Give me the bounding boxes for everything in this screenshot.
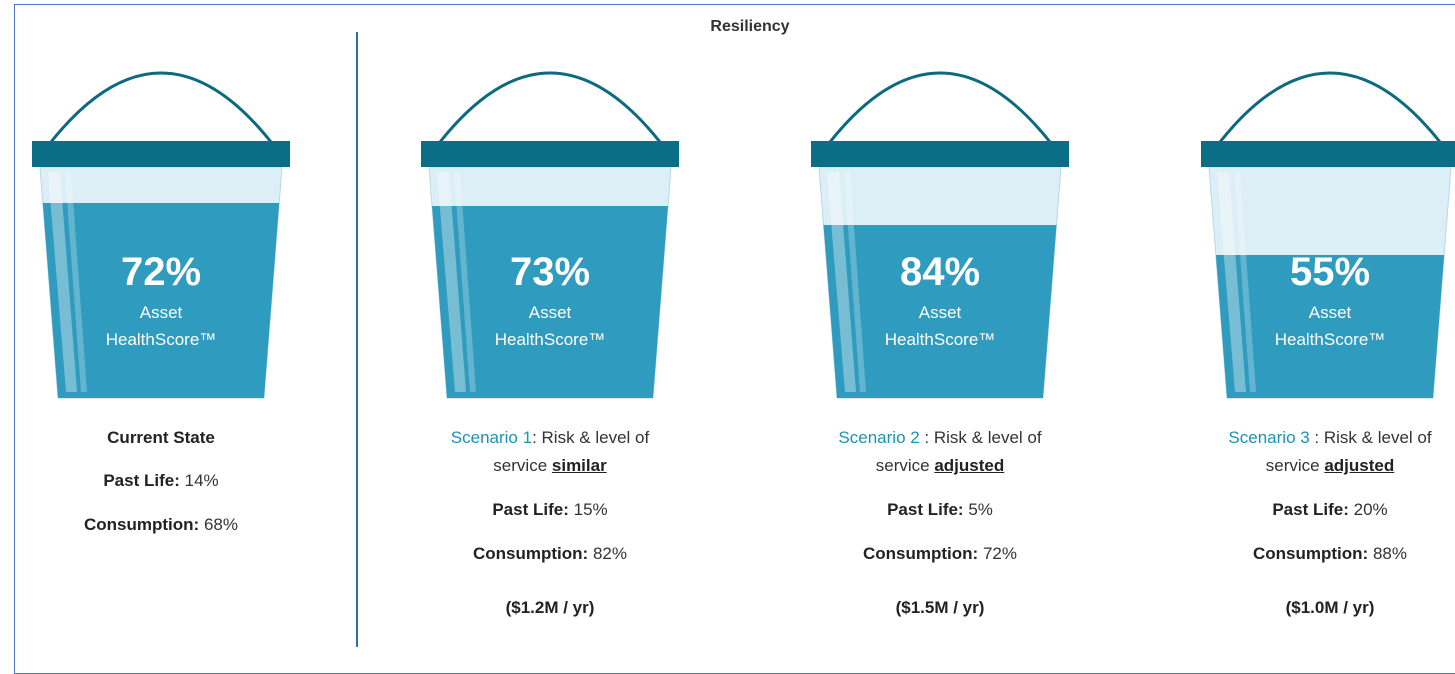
scenario-line: Scenario 2 : Risk & level of bbox=[730, 428, 1150, 448]
score-label: HealthScore™ bbox=[1275, 330, 1386, 349]
bucket-handle bbox=[1218, 71, 1442, 143]
bucket-shine bbox=[437, 172, 466, 392]
scenario-description: service bbox=[875, 456, 930, 475]
past-life-value: 15% bbox=[573, 500, 608, 519]
score: 73% bbox=[510, 250, 590, 294]
scenario-description: service bbox=[1265, 456, 1320, 475]
bucket-handle bbox=[438, 71, 662, 143]
cost: ($1.0M / yr) bbox=[1120, 598, 1455, 618]
bucket-rim bbox=[421, 141, 679, 167]
heading: Current State bbox=[0, 428, 371, 448]
consumption-label: Consumption: bbox=[473, 544, 589, 563]
score-label: HealthScore™ bbox=[495, 330, 606, 349]
score-label: Asset bbox=[1309, 303, 1352, 322]
title: Resiliency bbox=[710, 18, 790, 35]
scenario-name: Scenario 3 bbox=[1228, 428, 1310, 447]
score-label: HealthScore™ bbox=[106, 330, 217, 349]
score: 84% bbox=[900, 250, 980, 294]
scenario-line: Scenario 1: Risk & level of bbox=[340, 428, 760, 448]
score: 55% bbox=[1290, 250, 1370, 294]
scenario-description: : Risk & level of bbox=[919, 428, 1042, 447]
consumption-label: Consumption: bbox=[863, 544, 979, 563]
bucket-shine bbox=[48, 172, 77, 392]
scenario-line: service similar bbox=[340, 456, 760, 476]
consumption: Consumption: 88% bbox=[1120, 544, 1455, 564]
bucket-rim bbox=[1201, 141, 1455, 167]
bucket-rim bbox=[32, 141, 290, 167]
cost-value: ($1.2M / yr) bbox=[505, 598, 595, 617]
page: Resiliency 72% Asset HealthScore™ 73% Asset H… bbox=[0, 4, 1455, 674]
past-life-label: Past Life: bbox=[492, 500, 569, 519]
cost: ($1.5M / yr) bbox=[730, 598, 1150, 618]
past-life-value: 5% bbox=[968, 500, 993, 519]
consumption-label: Consumption: bbox=[1253, 544, 1369, 563]
consumption-value: 68% bbox=[203, 515, 238, 534]
consumption: Consumption: 72% bbox=[730, 544, 1150, 564]
scenario-description: : Risk & level of bbox=[532, 428, 650, 447]
bucket-water bbox=[40, 203, 282, 398]
past-life-label: Past Life: bbox=[887, 500, 964, 519]
bucket-water bbox=[819, 225, 1061, 398]
scenario-emphasis: adjusted bbox=[1324, 456, 1395, 475]
bucket-water bbox=[1209, 255, 1451, 398]
cost: ($1.2M / yr) bbox=[340, 598, 760, 618]
scenario-line: Scenario 3 : Risk & level of bbox=[1120, 428, 1455, 448]
consumption-label: Consumption: bbox=[84, 515, 200, 534]
scenario-description: : Risk & level of bbox=[1309, 428, 1432, 447]
bucket-shine bbox=[1234, 172, 1256, 392]
bucket-shine bbox=[844, 172, 866, 392]
bucket-rim bbox=[811, 141, 1069, 167]
consumption: Consumption: 68% bbox=[0, 515, 371, 535]
past-life-value: 14% bbox=[184, 471, 219, 490]
buckets: 72% Asset HealthScore™ 73% Asset HealthScore™… bbox=[32, 71, 1455, 399]
scenario-description: service bbox=[493, 456, 548, 475]
scenario-name: Scenario 2 bbox=[838, 428, 920, 447]
bucket-handle bbox=[828, 71, 1052, 143]
cost-value: ($1.5M / yr) bbox=[895, 598, 985, 617]
past-life: Past Life: 5% bbox=[730, 500, 1150, 520]
score-label: Asset bbox=[529, 303, 572, 322]
past-life-label: Past Life: bbox=[1272, 500, 1349, 519]
scenario-emphasis: adjusted bbox=[934, 456, 1005, 475]
score-label: HealthScore™ bbox=[885, 330, 996, 349]
bucket-handle bbox=[49, 71, 273, 143]
bucket-shine bbox=[1217, 172, 1246, 392]
score-label: Asset bbox=[919, 303, 962, 322]
divider bbox=[356, 32, 358, 647]
consumption-value: 88% bbox=[1372, 544, 1407, 563]
bucket-shine bbox=[65, 172, 87, 392]
past-life-label: Past Life: bbox=[103, 471, 180, 490]
bucket-shine bbox=[827, 172, 856, 392]
past-life: Past Life: 15% bbox=[340, 500, 760, 520]
past-life: Past Life: 14% bbox=[0, 471, 371, 491]
scenario-emphasis: similar bbox=[551, 456, 607, 475]
scenario-line: service adjusted bbox=[730, 456, 1150, 476]
bucket-water bbox=[429, 206, 671, 398]
score-label: Asset bbox=[140, 303, 183, 322]
past-life: Past Life: 20% bbox=[1120, 500, 1455, 520]
score: 72% bbox=[121, 250, 201, 294]
heading-text: Current State bbox=[107, 428, 215, 447]
consumption-value: 82% bbox=[592, 544, 627, 563]
cost-value: ($1.0M / yr) bbox=[1285, 598, 1375, 617]
consumption-value: 72% bbox=[982, 544, 1017, 563]
past-life-value: 20% bbox=[1353, 500, 1388, 519]
scenario-line: service adjusted bbox=[1120, 456, 1455, 476]
scenario-name: Scenario 1 bbox=[450, 428, 533, 447]
consumption: Consumption: 82% bbox=[340, 544, 760, 564]
bucket-shine bbox=[454, 172, 476, 392]
